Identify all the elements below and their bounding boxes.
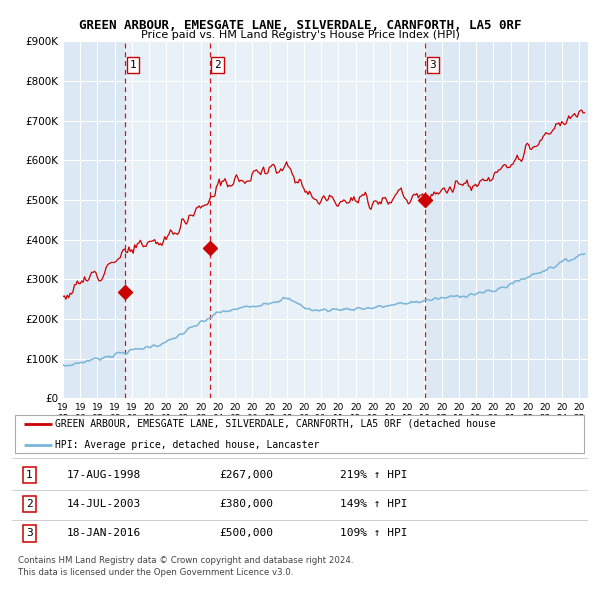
FancyBboxPatch shape [15, 415, 584, 453]
Text: GREEN ARBOUR, EMESGATE LANE, SILVERDALE, CARNFORTH, LA5 0RF: GREEN ARBOUR, EMESGATE LANE, SILVERDALE,… [79, 19, 521, 32]
Text: GREEN ARBOUR, EMESGATE LANE, SILVERDALE, CARNFORTH, LA5 0RF (detached house: GREEN ARBOUR, EMESGATE LANE, SILVERDALE,… [55, 419, 496, 428]
Text: Contains HM Land Registry data © Crown copyright and database right 2024.: Contains HM Land Registry data © Crown c… [18, 556, 353, 565]
Text: £500,000: £500,000 [220, 529, 274, 539]
Text: HPI: Average price, detached house, Lancaster: HPI: Average price, detached house, Lanc… [55, 440, 320, 450]
Text: Price paid vs. HM Land Registry's House Price Index (HPI): Price paid vs. HM Land Registry's House … [140, 30, 460, 40]
Text: 149% ↑ HPI: 149% ↑ HPI [340, 499, 408, 509]
Text: 17-AUG-1998: 17-AUG-1998 [67, 470, 141, 480]
Text: 14-JUL-2003: 14-JUL-2003 [67, 499, 141, 509]
Text: 109% ↑ HPI: 109% ↑ HPI [340, 529, 408, 539]
Text: 1: 1 [130, 60, 136, 70]
Text: 3: 3 [26, 529, 32, 539]
Text: 2: 2 [26, 499, 32, 509]
Text: £380,000: £380,000 [220, 499, 274, 509]
Bar [125, 41, 425, 398]
Text: 219% ↑ HPI: 219% ↑ HPI [340, 470, 408, 480]
Text: £267,000: £267,000 [220, 470, 274, 480]
Text: 1: 1 [26, 470, 32, 480]
Text: 3: 3 [430, 60, 436, 70]
Text: 2: 2 [214, 60, 221, 70]
Text: This data is licensed under the Open Government Licence v3.0.: This data is licensed under the Open Gov… [18, 568, 293, 576]
Text: 18-JAN-2016: 18-JAN-2016 [67, 529, 141, 539]
